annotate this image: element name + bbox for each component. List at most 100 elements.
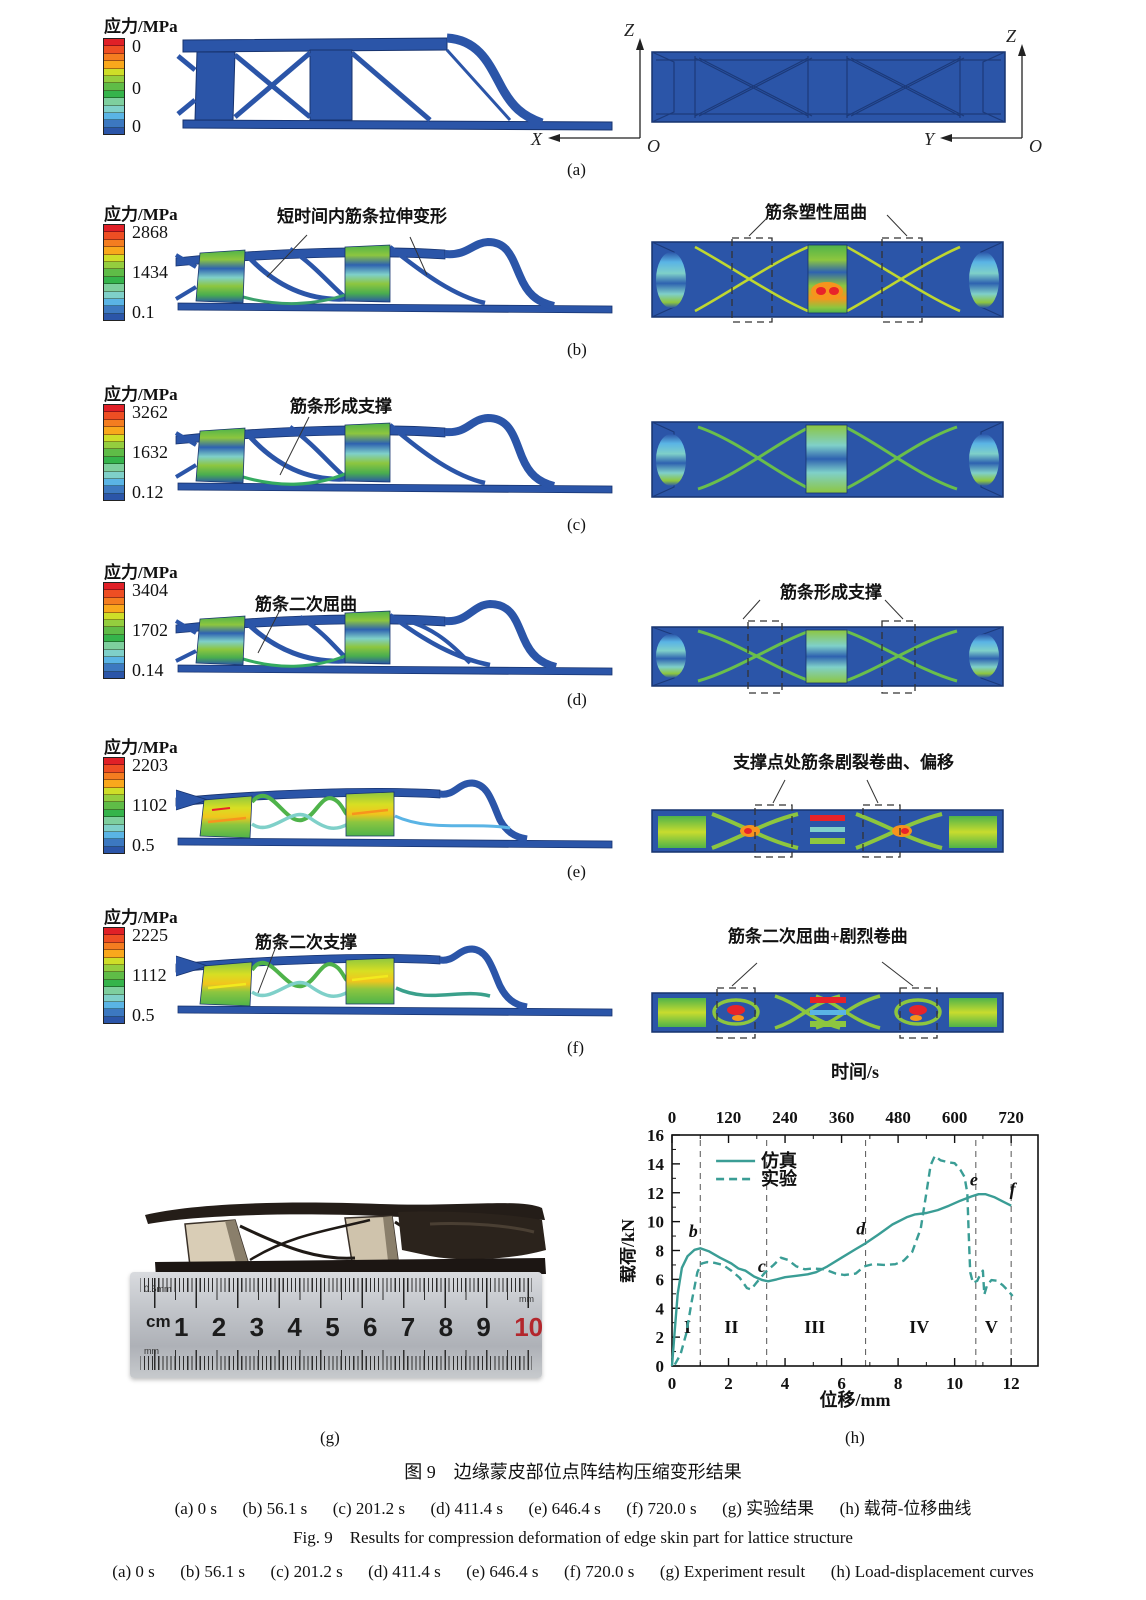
top-axis-label: 时间/s [831,1062,879,1082]
axis-o-label: O [647,136,660,156]
highlight-box [862,804,901,858]
fea-panel-f [175,935,1004,1039]
caption-letter-c: (c) [567,515,586,534]
ruler-number: 6 [363,1312,378,1342]
y-tick-label: 14 [647,1155,665,1174]
axis-y-label: Y [924,129,936,149]
leader-line [772,779,786,804]
y-tick-label: 0 [656,1357,665,1376]
stage-label: V [985,1317,998,1337]
front-view-720s [651,961,1004,1039]
stress-legend-title-d: 应力/MPa [104,563,178,582]
annotation-plastic-buckling: 筋条塑性屈曲 [765,203,867,222]
t-tick-label: 0 [668,1108,677,1127]
leader-line [257,935,281,994]
side-view-646s [175,779,613,849]
axis-x-label: X [530,129,543,149]
t-tick-label: 720 [998,1108,1024,1127]
t-tick-label: 360 [829,1108,855,1127]
stress-colorbar-a [103,38,125,135]
stress-colorbar-d [103,582,125,679]
ruler-number: 3 [249,1312,265,1342]
caption-letter-f: (f) [567,1038,584,1057]
experiment-curve [673,1154,1014,1366]
stress-colorbar-c [103,404,125,501]
caption-letter-d: (d) [567,690,587,709]
legend-max-c: 3262 [132,402,168,422]
leader-line [886,214,908,237]
stage-label: II [724,1317,738,1337]
fea-panel-c [174,413,1004,498]
caption-letter-e: (e) [567,862,586,881]
legend-max-a: 0 [132,36,141,56]
ruler-scale-note: 0.5mm [144,1284,172,1294]
x-axis-label: 位移/mm [820,1389,891,1410]
curve-point-label: c [758,1256,766,1276]
leader-line [409,236,428,276]
legend-mid-c: 1632 [132,442,168,462]
figure-subcaption-zh: (a) 0 s (b) 56.1 s (c) 201.2 s (d) 411.4… [174,1499,972,1518]
legend-min-f: 0.5 [132,1005,155,1025]
x-tick-label: 4 [781,1374,790,1393]
legend-min-d: 0.14 [132,660,164,680]
fea-panel-e [175,779,1004,858]
highlight-box [899,987,938,1039]
side-view-56s [174,234,613,314]
figure-subcaption-en: (a) 0 s (b) 56.1 s (c) 201.2 s (d) 411.4… [112,1562,1034,1581]
front-view-initial [651,51,1006,123]
curve-point-label: e [970,1170,978,1190]
caption-letter-g: (g) [320,1428,340,1447]
ruler-number: 7 [400,1312,416,1342]
ruler-cm-ticks-top [140,1278,532,1308]
y-tick-label: 10 [647,1213,664,1232]
y-tick-label: 2 [656,1328,665,1347]
ruler-number: 9 [476,1312,491,1342]
legend-mid-e: 1102 [132,795,168,815]
fea-panel-a: Z X O Z Y O [176,20,1042,156]
stress-legend-title-f: 应力/MPa [104,908,178,927]
ruler-mm-label-right: mm [519,1294,534,1304]
legend-mid-f: 1112 [132,965,167,985]
leader-line [748,217,768,237]
ruler-unit: cm [146,1312,171,1331]
figure-caption-en: Fig. 9 Results for compression deformati… [293,1528,853,1547]
curve-point-label: d [856,1219,866,1239]
y-tick-label: 8 [656,1242,665,1261]
legend-min-c: 0.12 [132,482,164,502]
legend-max-f: 2225 [132,925,168,945]
stress-legend-title-e: 应力/MPa [104,738,178,757]
stage-label: IV [909,1317,929,1337]
fea-panel-b [174,214,1004,323]
ruler-number: 4 [287,1312,302,1342]
axes-side: Z X O [530,20,660,156]
highlight-box [881,620,916,694]
y-tick-label: 12 [647,1184,664,1203]
curve-point-label: b [689,1221,698,1241]
legend-label: 实验 [761,1168,798,1189]
side-view-initial [176,33,613,131]
x-tick-label: 12 [1003,1374,1020,1393]
axis-z2-label: Z [1006,26,1017,46]
caption-letter-h: (h) [845,1428,865,1447]
y-tick-label: 6 [656,1270,665,1289]
side-view-411s [174,599,613,676]
legend-mid-d: 1702 [132,620,168,640]
legend-max-b: 2868 [132,222,168,242]
highlight-box [881,237,923,323]
leader-line [731,962,758,987]
stress-legend-title-c: 应力/MPa [104,385,178,404]
load-displacement-chart: I II III IV V0 2 4 6 8 10 120 120 240 360 480 600 720024… [620,1062,1039,1410]
caption-letter-a: (a) [567,160,586,179]
highlight-box [747,620,783,694]
ruler-number: 2 [211,1312,227,1342]
fea-panel-d [174,599,1004,694]
ruler-5mm-ticks-bottom [140,1350,532,1370]
x-tick-label: 8 [894,1374,903,1393]
ruler-number: 1 [174,1312,189,1342]
annotation-secondary-support: 筋条二次支撑 [255,933,357,952]
t-tick-label: 600 [942,1108,968,1127]
leader-line [866,779,879,804]
y-axis-label: 载荷/kN [620,1219,638,1283]
